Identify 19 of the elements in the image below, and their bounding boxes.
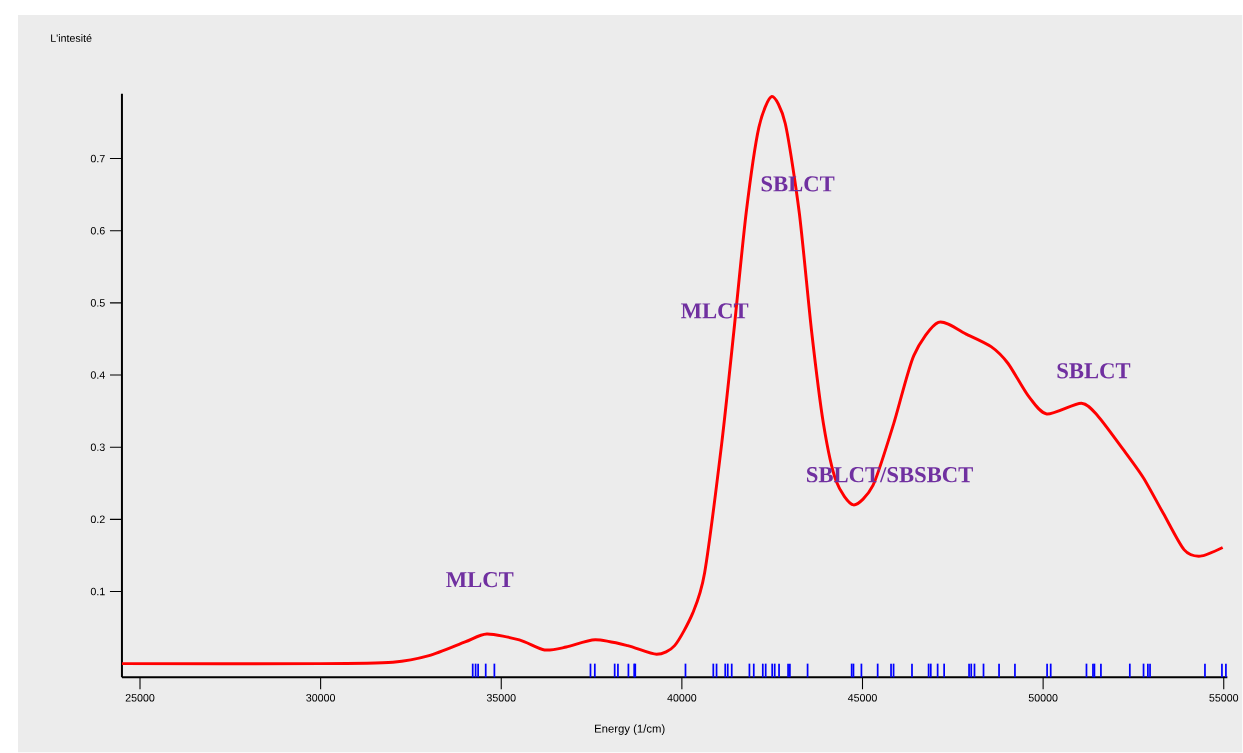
x-tick-label: 45000 (847, 694, 877, 702)
x-tick-label: 30000 (306, 694, 336, 702)
x-tick-label: 55000 (1209, 694, 1239, 702)
x-tick-label: 35000 (486, 694, 516, 702)
y-tick-label: 0.4 (90, 371, 105, 380)
annotation: MLCT (446, 572, 514, 588)
y-tick-label: 0.6 (90, 227, 105, 235)
x-axis-title: Energy (1/cm) (595, 724, 665, 736)
annotation: SBLCT (1057, 363, 1131, 379)
x-tick-label: 40000 (667, 694, 697, 702)
x-tick-label: 50000 (1028, 694, 1058, 702)
y-tick-label: 0.7 (90, 155, 105, 163)
y-axis-title: L'intesité (51, 34, 92, 43)
y-tick-label: 0.3 (90, 443, 105, 452)
y-tick-label: 0.2 (90, 515, 105, 524)
y-tick-label: 0.1 (90, 587, 105, 596)
x-tick-label: 25000 (125, 694, 155, 702)
line-series (120, 95, 1225, 666)
y-tick-label: 0.5 (90, 299, 105, 307)
